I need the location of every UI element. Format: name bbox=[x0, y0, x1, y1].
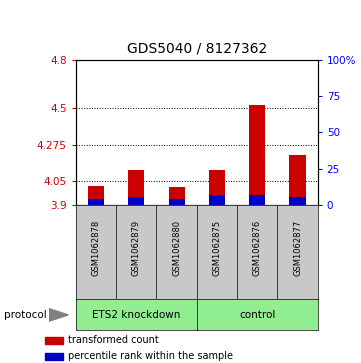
Text: transformed count: transformed count bbox=[68, 335, 158, 346]
Text: GSM1062880: GSM1062880 bbox=[172, 220, 181, 276]
Bar bbox=[290, 155, 306, 205]
Text: GSM1062878: GSM1062878 bbox=[91, 220, 100, 276]
Bar bbox=[249, 195, 265, 205]
Text: protocol: protocol bbox=[4, 310, 46, 320]
Text: percentile rank within the sample: percentile rank within the sample bbox=[68, 351, 233, 361]
Bar bbox=[45, 352, 63, 360]
Bar bbox=[209, 170, 225, 205]
Text: control: control bbox=[239, 310, 275, 320]
Bar bbox=[209, 195, 225, 205]
Bar bbox=[249, 105, 265, 205]
Text: GSM1062875: GSM1062875 bbox=[212, 220, 221, 276]
Text: GSM1062877: GSM1062877 bbox=[293, 220, 302, 276]
Bar bbox=[88, 186, 104, 205]
Bar bbox=[169, 199, 185, 205]
Polygon shape bbox=[49, 309, 68, 321]
Bar bbox=[128, 170, 144, 205]
Title: GDS5040 / 8127362: GDS5040 / 8127362 bbox=[127, 42, 267, 56]
Text: ETS2 knockdown: ETS2 knockdown bbox=[92, 310, 180, 320]
Bar bbox=[169, 187, 185, 205]
Bar bbox=[45, 337, 63, 344]
Bar bbox=[128, 197, 144, 205]
Text: GSM1062879: GSM1062879 bbox=[132, 220, 141, 276]
Bar bbox=[290, 197, 306, 205]
Bar bbox=[88, 199, 104, 205]
Text: GSM1062876: GSM1062876 bbox=[253, 220, 262, 276]
